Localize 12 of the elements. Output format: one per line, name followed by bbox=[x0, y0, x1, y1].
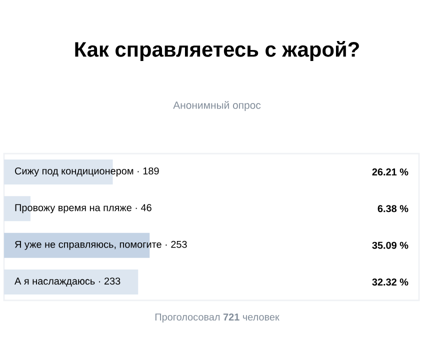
data-label: 26.21 % bbox=[372, 168, 408, 176]
y-tick-label: Я уже не справляюсь, помогите · 253 bbox=[14, 240, 187, 250]
data-label: 35.09 % bbox=[372, 242, 408, 249]
chart-title: Как справляетесь с жарой? bbox=[75, 41, 359, 61]
chart-subtitle: Анонимный опрос bbox=[173, 101, 261, 111]
text: Проголосовал 721 человек bbox=[155, 313, 280, 323]
bar bbox=[4, 270, 138, 295]
data-label: 6.38 % bbox=[378, 205, 408, 212]
y-tick-label: А я наслаждаюсь · 233 bbox=[14, 278, 120, 287]
data-label: 32.32 % bbox=[372, 278, 408, 286]
y-tick-label: Провожу время на пляже · 46 bbox=[15, 204, 152, 214]
y-tick-label: Сижу под кондиционером · 189 bbox=[15, 167, 159, 176]
